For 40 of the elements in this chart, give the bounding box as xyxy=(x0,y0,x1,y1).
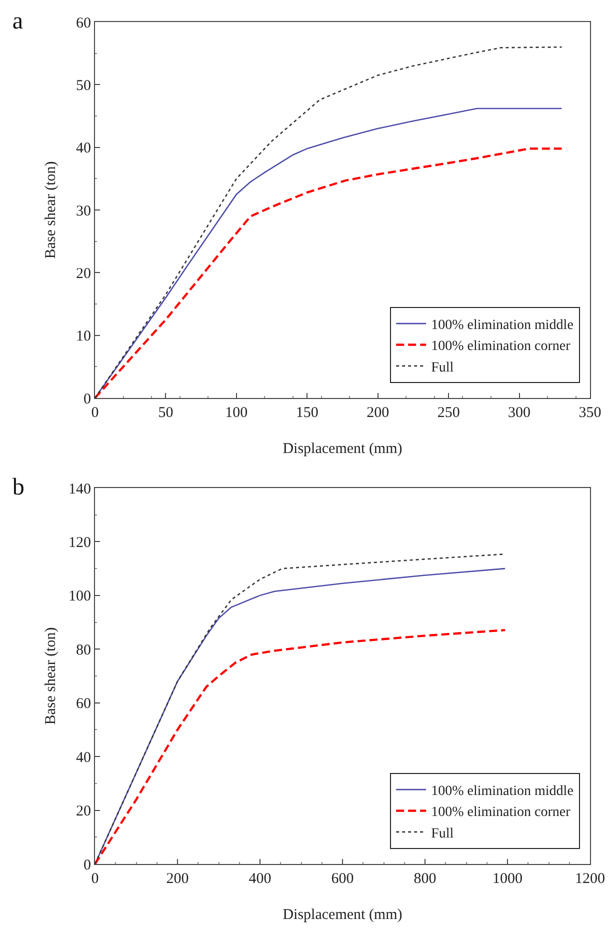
x-tick-label: 150 xyxy=(296,405,318,421)
chart-title: a xyxy=(12,8,24,34)
x-tick-label: 1000 xyxy=(492,871,522,887)
y-tick-label: 80 xyxy=(76,642,91,658)
x-tick-label: 400 xyxy=(248,871,272,887)
x-tick-label: 300 xyxy=(508,405,531,421)
legend-label: 100% elimination middle xyxy=(431,318,574,334)
legend-label: 100% elimination middle xyxy=(431,784,574,800)
x-tick-label: 600 xyxy=(331,871,354,887)
y-tick-label: 30 xyxy=(76,203,91,220)
legend-label: 100% elimination corner xyxy=(431,339,571,354)
x-tick-label: 1200 xyxy=(575,871,605,887)
x-tick-label: 50 xyxy=(158,405,174,421)
y-tick-label: 50 xyxy=(76,78,91,94)
x-axis-title: Displacement (mm) xyxy=(282,441,402,457)
legend-label: 100% elimination corner xyxy=(431,805,571,820)
x-axis-title: Displacement (mm) xyxy=(282,907,402,923)
y-tick-label: 20 xyxy=(76,266,91,282)
y-tick-label: 10 xyxy=(76,328,91,345)
y-tick-label: 40 xyxy=(76,750,91,766)
y-tick-label: 0 xyxy=(84,391,91,408)
x-tick-label: 200 xyxy=(166,871,189,887)
x-tick-label: 350 xyxy=(578,405,602,421)
legend-label: Full xyxy=(431,360,454,376)
y-tick-label: 120 xyxy=(68,534,91,551)
y-tick-label: 20 xyxy=(76,804,91,820)
legend-label: Full xyxy=(431,826,454,842)
chart-title: b xyxy=(12,474,24,500)
y-tick-label: 60 xyxy=(76,15,91,32)
y-tick-label: 140 xyxy=(68,481,91,498)
y-tick-label: 60 xyxy=(76,696,91,712)
x-tick-label: 200 xyxy=(366,405,390,421)
x-tick-label: 250 xyxy=(437,405,460,421)
y-tick-label: 40 xyxy=(76,140,91,157)
x-tick-label: 100 xyxy=(225,405,248,421)
y-tick-label: 100 xyxy=(68,588,91,605)
y-axis-title: Base shear (ton) xyxy=(43,161,59,259)
y-axis-title: Base shear (ton) xyxy=(43,627,59,725)
x-tick-label: 800 xyxy=(414,871,436,887)
y-tick-label: 0 xyxy=(84,857,91,874)
